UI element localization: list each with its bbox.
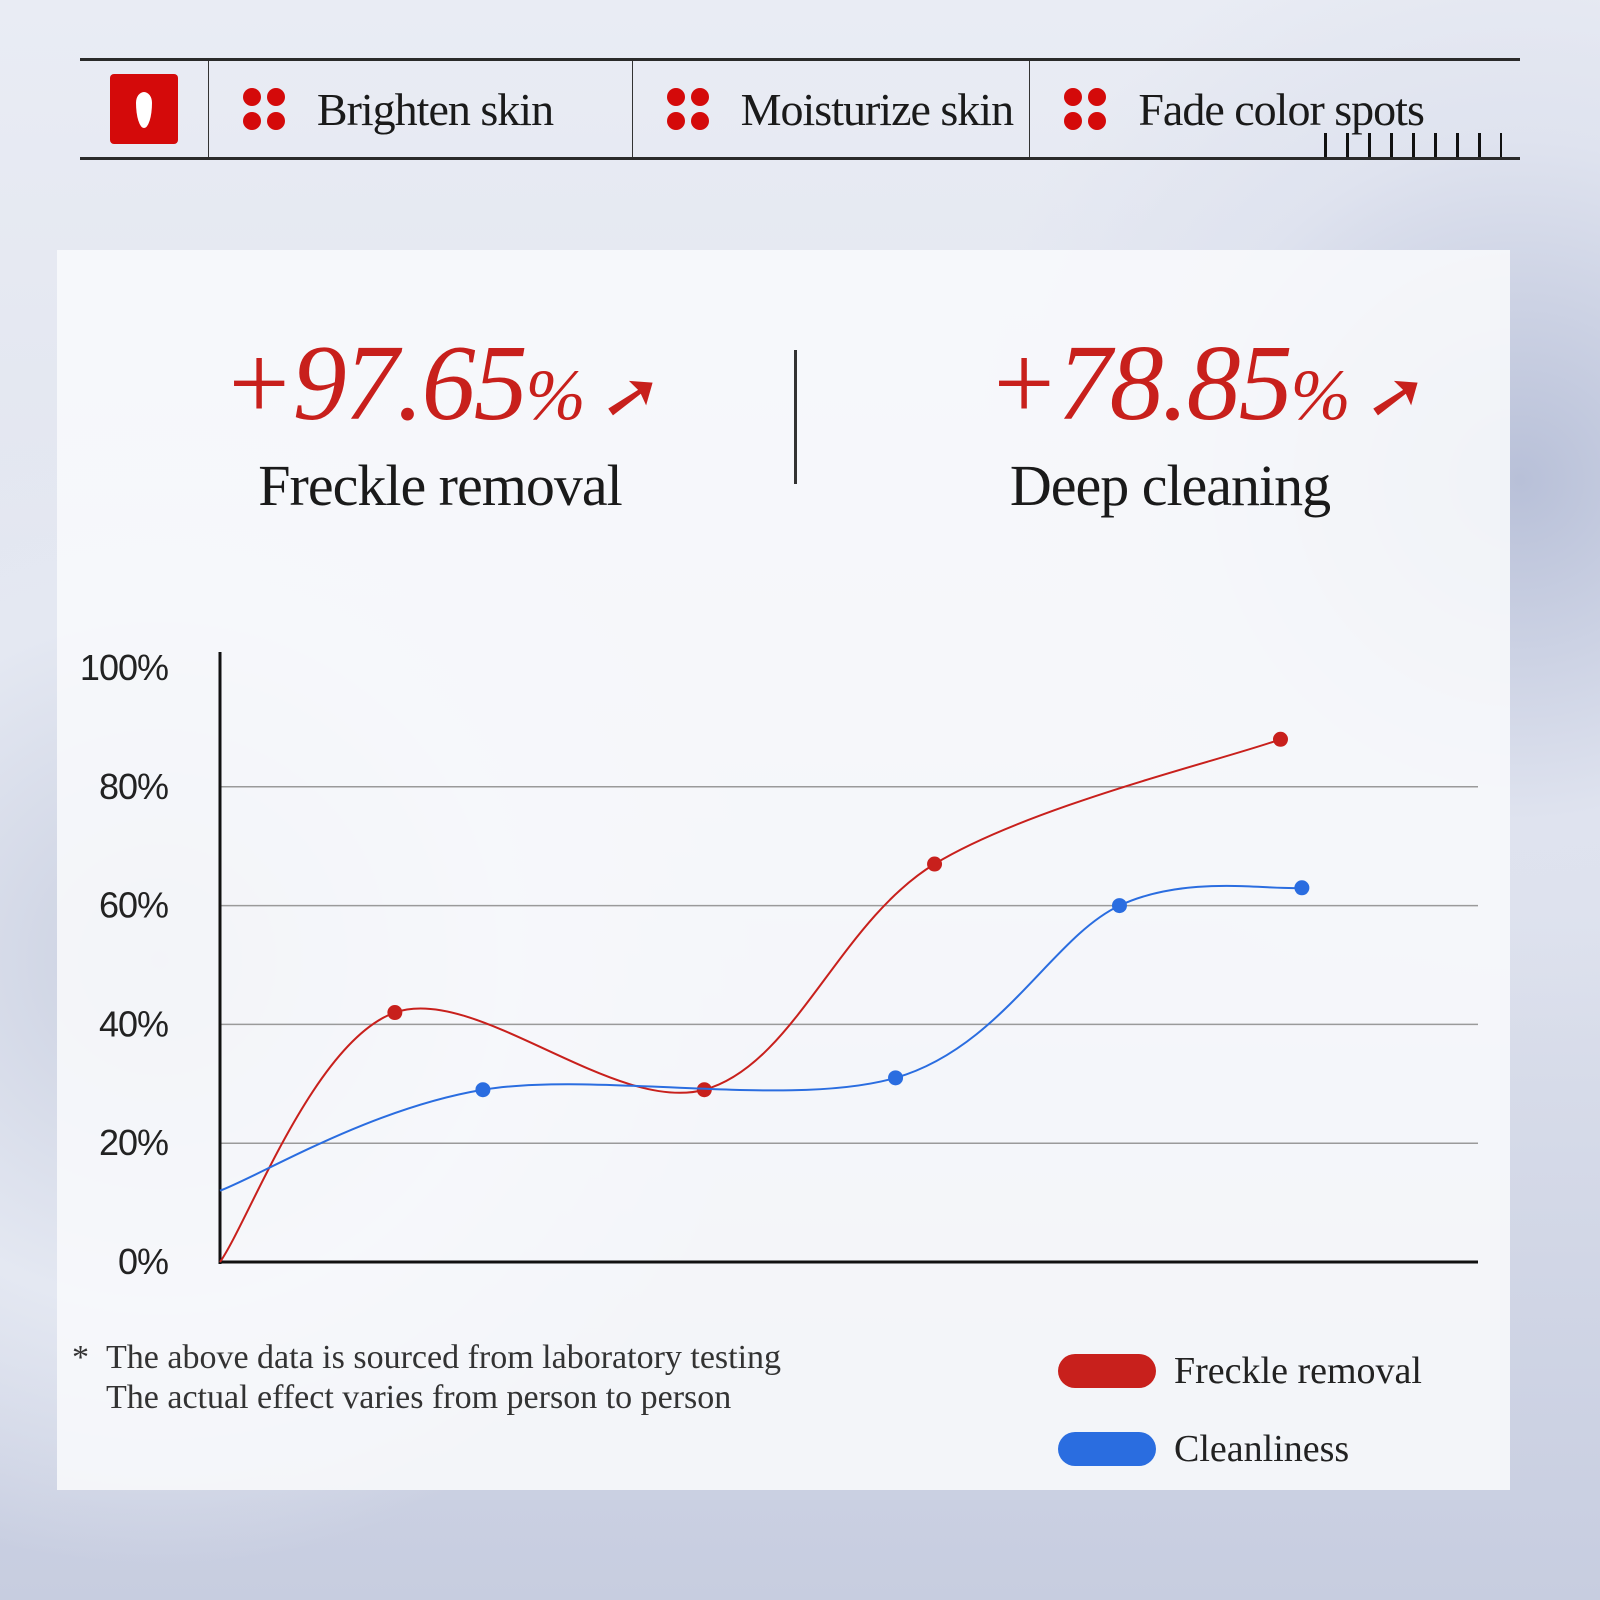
footnote-marker: *	[72, 1339, 89, 1376]
data-point	[696, 1082, 712, 1098]
data-point	[888, 1070, 904, 1086]
legend-swatch-red	[1058, 1354, 1156, 1388]
feature-bar: Brighten skin Moisturize skin Fade color…	[80, 58, 1520, 160]
logo-cell	[80, 61, 209, 157]
red-droplet-logo	[109, 74, 178, 144]
chart-panel	[57, 250, 1510, 1490]
legend-item-freckle-removal: Freckle removal	[1058, 1332, 1422, 1410]
feature-label: Moisturize skin	[740, 83, 1014, 135]
footnote-line: The above data is sourced from laborator…	[106, 1339, 782, 1376]
stat-unit: %	[1290, 355, 1351, 435]
four-dots-icon	[1064, 88, 1107, 130]
data-point	[1111, 898, 1127, 914]
footnote-line: The actual effect varies from person to …	[106, 1379, 732, 1416]
feature-label: Brighten skin	[316, 83, 554, 135]
stat-label: Freckle removal	[258, 453, 622, 518]
y-tick-label: 40%	[99, 1003, 168, 1044]
stat-divider	[794, 350, 797, 484]
legend-label: Cleanliness	[1174, 1428, 1350, 1470]
ruler-decoration	[1324, 133, 1502, 157]
four-dots-icon	[242, 88, 285, 130]
chart-legend: Freckle removal Cleanliness	[1058, 1332, 1422, 1488]
data-point	[387, 1005, 403, 1021]
stat-value: +97.65% ➚	[190, 330, 690, 440]
four-dots-icon	[666, 88, 709, 130]
stat-value: +78.85% ➚	[955, 330, 1455, 440]
feature-label: Fade color spots	[1138, 83, 1425, 135]
series-line-1	[219, 884, 1302, 1192]
stat-unit: %	[525, 355, 586, 435]
legend-swatch-blue	[1058, 1432, 1156, 1466]
y-tick-label: 80%	[99, 766, 168, 807]
stat-number: +97.65	[221, 324, 528, 443]
y-tick-label: 60%	[99, 885, 168, 926]
stat-freckle-removal: +97.65% ➚ Freckle removal	[190, 330, 690, 519]
data-point	[475, 1082, 491, 1098]
legend-item-cleanliness: Cleanliness	[1058, 1410, 1422, 1488]
y-tick-label: 0%	[118, 1241, 168, 1282]
stat-deep-cleaning: +78.85% ➚ Deep cleaning	[955, 330, 1455, 519]
y-tick-label: 20%	[99, 1122, 168, 1163]
stat-label: Deep cleaning	[1009, 453, 1331, 518]
y-tick-label: 100%	[80, 647, 168, 688]
legend-label: Freckle removal	[1174, 1350, 1422, 1392]
data-point	[927, 856, 943, 872]
data-point	[1294, 880, 1310, 896]
feature-brighten-skin: Brighten skin	[209, 61, 633, 157]
footnote: * The above data is sourced from laborato…	[72, 1338, 781, 1418]
data-point	[1272, 731, 1288, 747]
feature-fade-color-spots: Fade color spots	[1030, 61, 1520, 157]
stat-number: +78.85	[986, 324, 1293, 443]
feature-moisturize-skin: Moisturize skin	[633, 61, 1031, 157]
series-line-0	[219, 738, 1281, 1263]
